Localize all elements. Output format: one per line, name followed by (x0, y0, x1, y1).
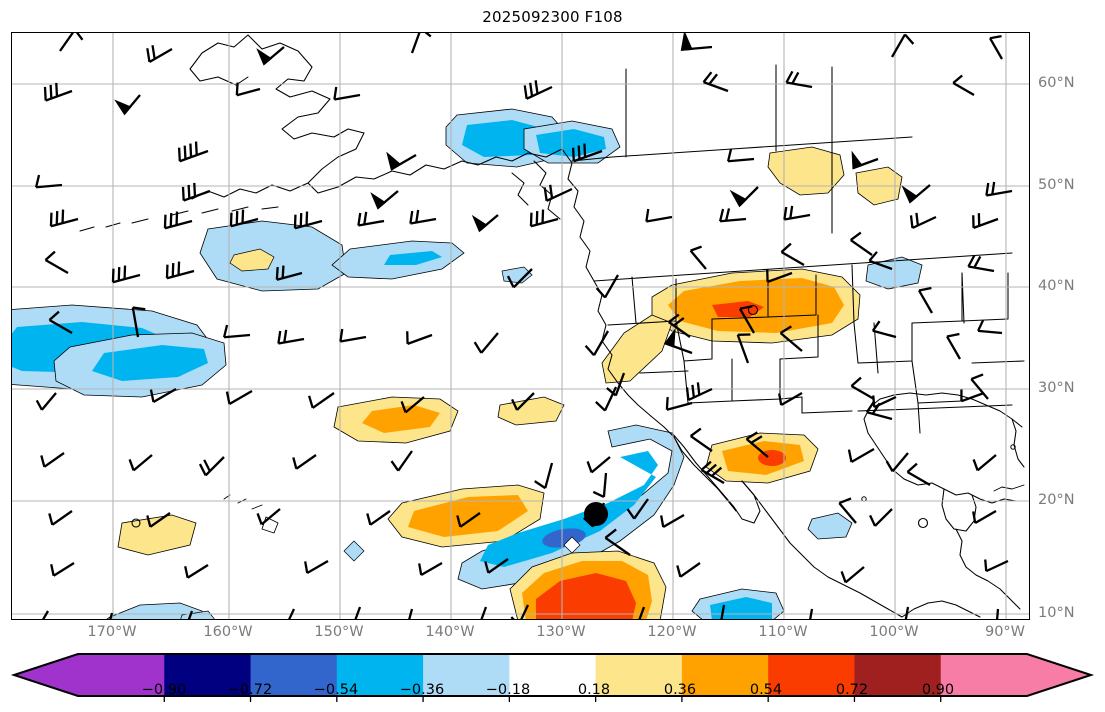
cb-label-4: −0.36 (399, 682, 445, 698)
map-panel (11, 32, 1030, 620)
map-canvas (12, 33, 1029, 619)
lat-label-60n: 60°N (1038, 75, 1075, 91)
lon-label-170w: 170°W (87, 624, 137, 640)
lat-label-20n: 20°N (1038, 492, 1075, 508)
lat-label-50n: 50°N (1038, 177, 1075, 193)
lon-label-140w: 140°W (425, 624, 475, 640)
colorbar-cell (336, 654, 424, 696)
colorbar: −0.90 −0.72 −0.54 −0.36 −0.18 0.18 0.36 … (0, 648, 1105, 712)
cb-label-3: −0.54 (313, 682, 359, 698)
cb-label-9: 0.72 (835, 682, 869, 698)
lon-label-150w: 150°W (314, 624, 364, 640)
colorbar-cell (940, 654, 1028, 696)
colorbar-cells (14, 654, 1091, 696)
grid-layer (12, 33, 1029, 619)
colorbar-extend-high (1027, 654, 1091, 696)
cb-label-5: −0.18 (485, 682, 531, 698)
colorbar-extend-low (14, 654, 78, 696)
colorbar-cell (681, 654, 769, 696)
map-frame (11, 32, 1030, 620)
wind-barb-layer (34, 33, 1013, 619)
colorbar-outline (10, 653, 1095, 697)
lon-label-120w: 120°W (647, 624, 697, 640)
lon-label-130w: 130°W (536, 624, 586, 640)
lat-label-40n: 40°N (1038, 278, 1075, 294)
cb-label-10: 0.90 (921, 682, 955, 698)
lon-label-90w: 90°W (984, 624, 1026, 640)
cb-label-2: −0.72 (227, 682, 273, 698)
cb-label-7: 0.36 (663, 682, 697, 698)
lon-label-110w: 110°W (758, 624, 808, 640)
colorbar-cell (854, 654, 942, 696)
cb-label-8: 0.54 (749, 682, 783, 698)
colorbar-cell (423, 654, 510, 696)
cb-label-6: 0.18 (577, 682, 611, 698)
colorbar-cell (78, 654, 165, 696)
colorbar-cell (164, 654, 252, 696)
lon-label-100w: 100°W (869, 624, 919, 640)
colorbar-cell (509, 654, 597, 696)
colorbar-cell (250, 654, 338, 696)
lat-label-30n: 30°N (1038, 380, 1075, 396)
cb-label-1: −0.90 (141, 682, 187, 698)
lon-label-160w: 160°W (203, 624, 253, 640)
storm-center-marker (584, 502, 608, 526)
page-title: 2025092300 F108 (482, 8, 623, 26)
lat-label-10n: 10°N (1038, 605, 1075, 621)
colorbar-cell (768, 654, 855, 696)
colorbar-cell (595, 654, 683, 696)
colorbar-svg (10, 653, 1095, 702)
